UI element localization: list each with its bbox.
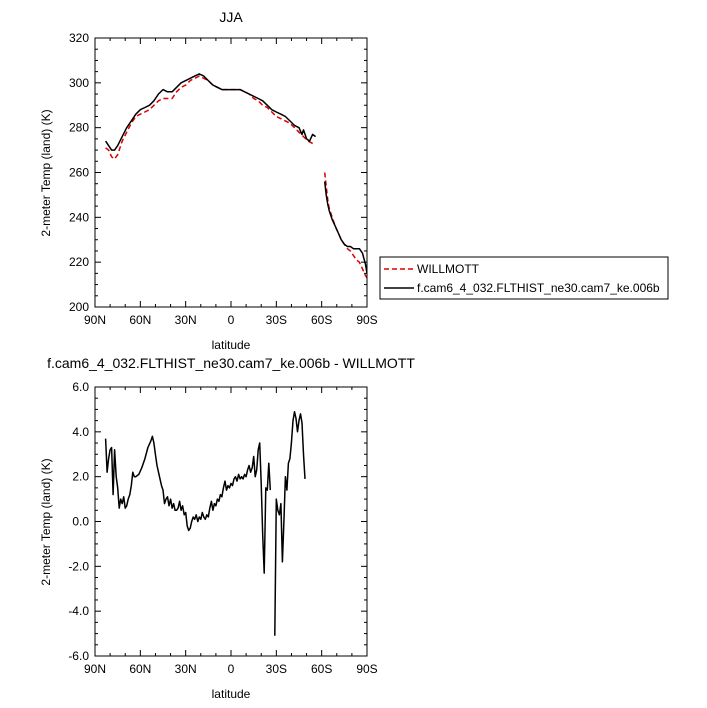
x-axis-title: latitude (212, 687, 251, 701)
plot-frame (94, 386, 368, 657)
y-axis-title: 2-meter Temp (land) (K) (39, 458, 53, 585)
x-tick-label: 90S (356, 662, 377, 676)
x-tick-label: 90N (84, 313, 106, 327)
legend-label-model: f.cam6_4_032.FLTHIST_ne30.cam7_ke.006b (417, 281, 660, 295)
x-tick-label: 60N (129, 313, 151, 327)
y-tick-label: -2.0 (68, 559, 89, 573)
x-tick-label: 30S (266, 313, 287, 327)
y-axis-title: 2-meter Temp (land) (K) (39, 109, 53, 236)
legend-label-willmott: WILLMOTT (417, 262, 480, 276)
plot-area-bottom: 90N 60N 30N 0 30S 60S 90S -6.0 -4.0 -2.0 0.0 2.0 4.0… (68, 380, 377, 676)
x-tick-label: 60N (129, 662, 151, 676)
legend: WILLMOTT f.cam6_4_032.FLTHIST_ne30.cam7_… (379, 256, 669, 300)
y-tick-label: 6.0 (72, 380, 89, 394)
y-tick-label: 220 (69, 255, 89, 269)
y-tick-label: -4.0 (68, 604, 89, 618)
y-tick-label: 0.0 (72, 515, 89, 529)
series-line-0-segment-1 (274, 410, 306, 636)
x-tick-label: 60S (311, 662, 332, 676)
y-tick-label: 280 (69, 121, 89, 135)
legend-box (379, 256, 669, 300)
series-line-1-segment-1 (323, 181, 367, 274)
y-tick-label: 320 (69, 31, 89, 45)
x-tick-label: 60S (311, 313, 332, 327)
x-tick-label: 0 (228, 313, 235, 327)
y-tick-label: -6.0 (68, 649, 89, 663)
chart-title: JJA (219, 9, 243, 25)
series-line-1-segment-0 (104, 73, 317, 151)
x-tick-label: 30N (175, 662, 197, 676)
y-tick-label: 2.0 (72, 470, 89, 484)
chart-title-difference: f.cam6_4_032.FLTHIST_ne30.cam7_ke.006b -… (47, 355, 415, 371)
x-tick-label: 30S (266, 662, 287, 676)
series-line-0-segment-0 (105, 75, 316, 160)
x-tick-label: 0 (228, 662, 235, 676)
y-tick-label: 200 (69, 300, 89, 314)
x-tick-label: 30N (175, 313, 197, 327)
panel-top: JJA 90N 60N 30N 0 30S 60S 90S 200 220 240 260 280 30… (39, 9, 669, 352)
plot-frame (94, 37, 368, 308)
y-tick-label: 260 (69, 166, 89, 180)
y-tick-label: 240 (69, 210, 89, 224)
series-line-0-segment-1 (323, 172, 367, 279)
y-tick-label: 4.0 (72, 425, 89, 439)
x-axis-title: latitude (212, 338, 251, 352)
series-line-0-segment-0 (104, 435, 272, 574)
y-tick-label: 300 (69, 76, 89, 90)
x-tick-label: 90S (356, 313, 377, 327)
plot-area-top: 90N 60N 30N 0 30S 60S 90S 200 220 240 260 280 300 320 (69, 31, 378, 327)
x-tick-label: 90N (84, 662, 106, 676)
panel-bottom: f.cam6_4_032.FLTHIST_ne30.cam7_ke.006b -… (39, 355, 415, 701)
